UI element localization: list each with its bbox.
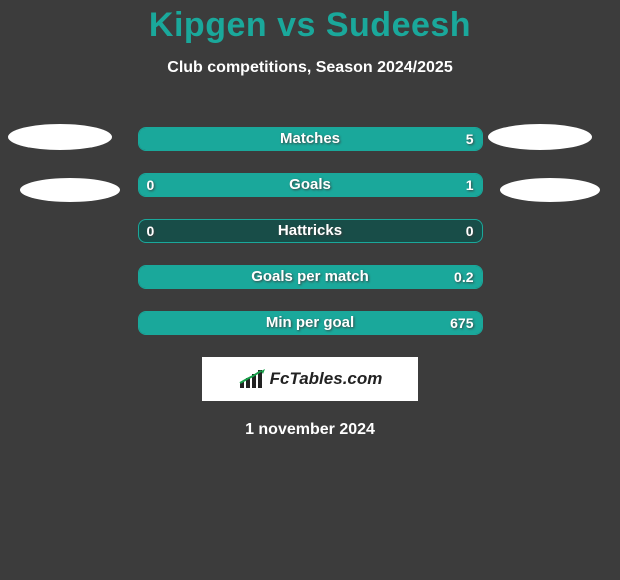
decor-ellipse bbox=[20, 178, 120, 202]
page-title: Kipgen vs Sudeesh bbox=[0, 0, 620, 45]
stat-label: Min per goal bbox=[139, 312, 482, 334]
stats-list: Matches50Goals10Hattricks0Goals per matc… bbox=[138, 127, 483, 335]
stat-value-right: 0.2 bbox=[454, 266, 473, 288]
stat-label: Hattricks bbox=[139, 220, 482, 242]
stat-label: Goals bbox=[139, 174, 482, 196]
decor-ellipse bbox=[500, 178, 600, 202]
date-label: 1 november 2024 bbox=[0, 421, 620, 439]
stat-row: Min per goal675 bbox=[138, 311, 483, 335]
subtitle: Club competitions, Season 2024/2025 bbox=[0, 59, 620, 77]
stat-row: 0Hattricks0 bbox=[138, 219, 483, 243]
stat-value-right: 1 bbox=[466, 174, 474, 196]
stat-row: 0Goals1 bbox=[138, 173, 483, 197]
brand-text: FcTables.com bbox=[270, 369, 383, 389]
bars-icon bbox=[238, 368, 266, 390]
stat-value-right: 0 bbox=[466, 220, 474, 242]
comparison-card: Kipgen vs Sudeesh Club competitions, Sea… bbox=[0, 0, 620, 580]
stat-row: Goals per match0.2 bbox=[138, 265, 483, 289]
decor-ellipse bbox=[8, 124, 112, 150]
stat-label: Goals per match bbox=[139, 266, 482, 288]
stat-value-right: 5 bbox=[466, 128, 474, 150]
stat-label: Matches bbox=[139, 128, 482, 150]
decor-ellipse bbox=[488, 124, 592, 150]
brand-badge[interactable]: FcTables.com bbox=[202, 357, 418, 401]
stat-row: Matches5 bbox=[138, 127, 483, 151]
stat-value-right: 675 bbox=[450, 312, 473, 334]
